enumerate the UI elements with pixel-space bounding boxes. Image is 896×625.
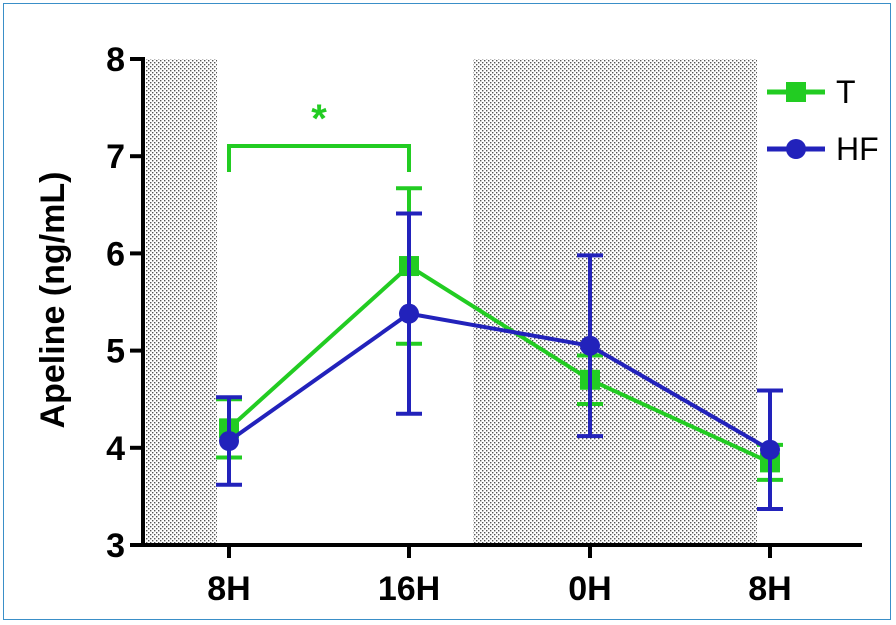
x-tick-label: 16H	[378, 570, 440, 608]
data-point	[760, 439, 780, 460]
y-tick-label: 3	[106, 527, 125, 565]
y-tick-label: 4	[106, 430, 125, 468]
significance-bracket	[227, 144, 411, 172]
x-tick-label: 8H	[748, 570, 791, 608]
series-line	[227, 311, 772, 452]
series-line	[227, 263, 771, 465]
legend-label: T	[836, 74, 856, 110]
significance-mark: *	[311, 97, 327, 141]
y-tick-label: 8	[106, 41, 125, 79]
shaded-region	[146, 59, 217, 545]
legend-item-t: T	[767, 74, 856, 110]
x-tick-label: 0H	[568, 570, 611, 608]
x-tick-label: 8H	[207, 570, 250, 608]
series-hf	[216, 211, 783, 512]
legend-item-hf: HF	[767, 131, 879, 167]
legend-swatch-marker	[786, 82, 806, 102]
data-point	[219, 430, 239, 451]
legend-label: HF	[836, 131, 879, 167]
y-tick-label: 6	[106, 235, 125, 273]
data-point	[399, 303, 419, 324]
y-tick-label: 5	[106, 333, 125, 371]
data-point	[580, 335, 600, 356]
y-tick-label: 7	[106, 138, 125, 176]
legend-swatch-marker	[786, 139, 806, 159]
shaded-region	[473, 59, 757, 545]
y-axis-title: Apeline (ng/mL)	[34, 172, 72, 429]
